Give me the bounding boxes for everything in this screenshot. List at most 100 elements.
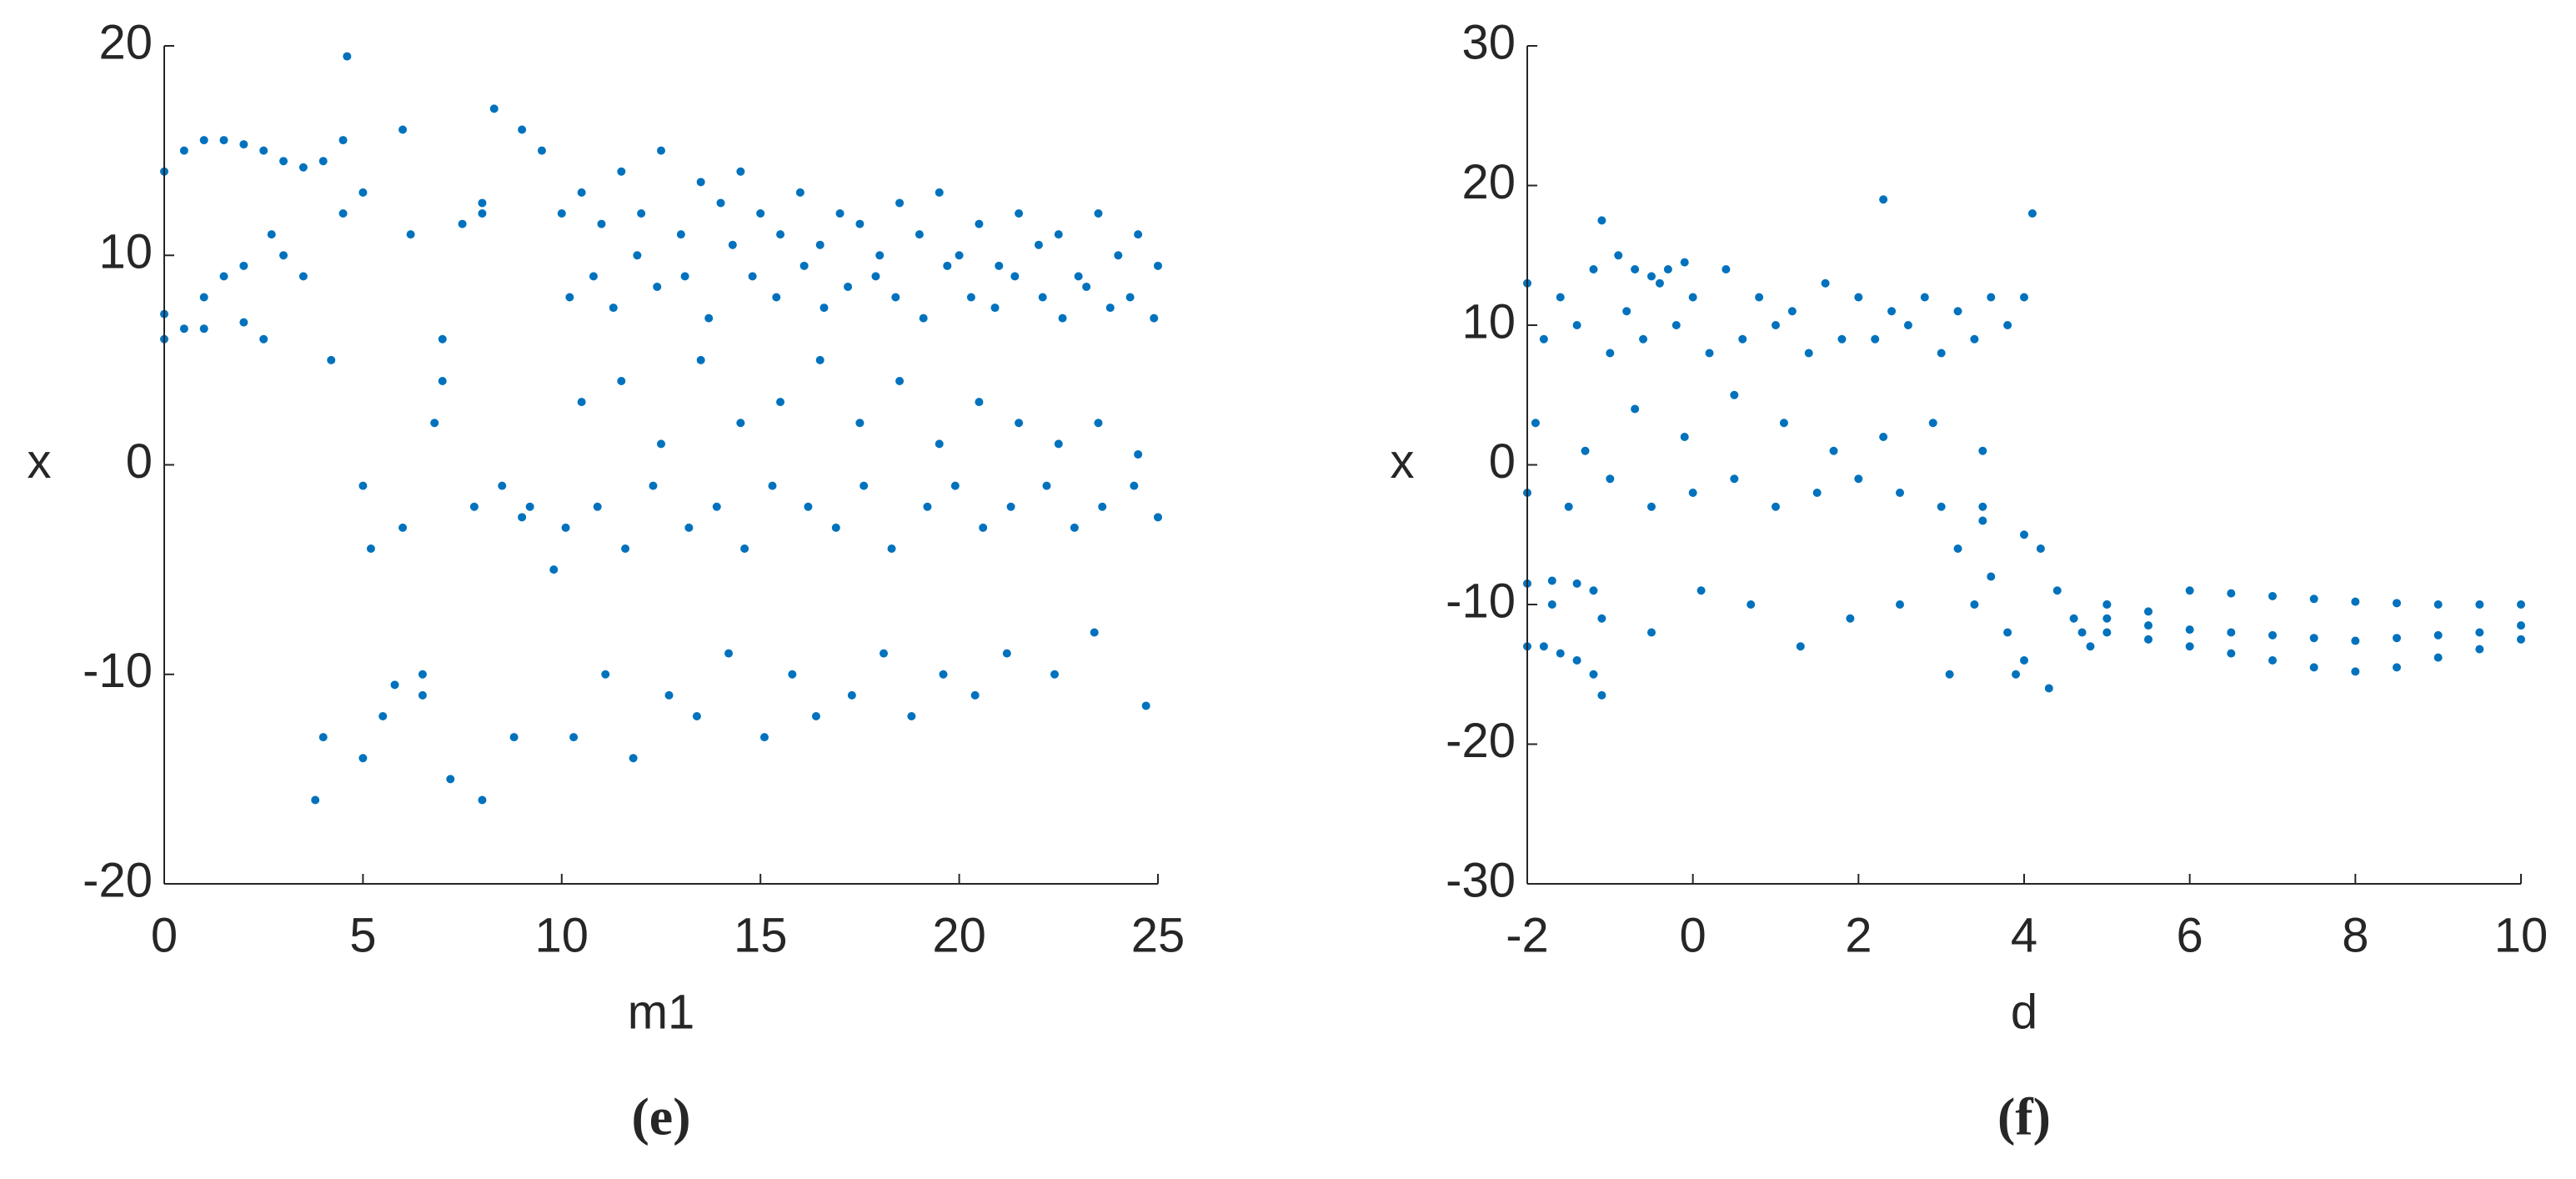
point <box>2102 600 2112 609</box>
point <box>1722 265 1731 273</box>
point <box>2069 614 2078 623</box>
point <box>855 419 865 428</box>
point <box>847 690 856 700</box>
point <box>418 670 427 679</box>
y-tick-label: 0 <box>1489 434 1516 489</box>
point <box>2475 645 2484 654</box>
point <box>915 230 924 239</box>
point <box>680 272 689 281</box>
point <box>199 136 208 145</box>
point <box>2517 621 2525 630</box>
point <box>2268 656 2277 665</box>
point <box>990 304 1000 313</box>
point <box>1154 513 1162 522</box>
point <box>1937 502 1946 511</box>
point <box>1564 502 1573 511</box>
point <box>1015 209 1024 218</box>
caption: (e) <box>631 1087 690 1146</box>
point <box>2268 630 2277 640</box>
point <box>633 251 642 260</box>
point <box>199 293 208 302</box>
point <box>759 733 769 742</box>
point <box>1953 307 1962 316</box>
point <box>1134 230 1143 239</box>
point <box>736 167 745 176</box>
point <box>975 219 984 228</box>
point <box>2185 586 2194 595</box>
point <box>2227 589 2236 598</box>
x-tick-label: 10 <box>2494 908 2548 962</box>
point <box>2102 614 2112 623</box>
point <box>390 680 399 690</box>
point <box>438 334 447 344</box>
point <box>819 304 829 313</box>
point <box>748 272 757 281</box>
point <box>939 670 948 679</box>
point <box>1945 670 1954 679</box>
point <box>756 209 765 218</box>
point <box>338 209 348 218</box>
point <box>2086 642 2095 651</box>
point <box>1655 278 1664 288</box>
point <box>358 754 368 763</box>
point <box>2475 600 2484 609</box>
point <box>1730 474 1739 484</box>
point <box>772 293 781 302</box>
point <box>950 481 960 490</box>
point <box>219 136 228 145</box>
point <box>557 209 566 218</box>
point <box>1547 600 1556 609</box>
point <box>776 398 785 407</box>
x-tick-label: 0 <box>1680 908 1706 962</box>
point <box>835 209 844 218</box>
point <box>844 282 853 291</box>
point <box>2268 591 2277 600</box>
point <box>239 261 248 270</box>
point <box>860 481 869 490</box>
point <box>1928 419 1937 428</box>
point <box>1547 576 1556 585</box>
x-tick-label: 6 <box>2177 908 2203 962</box>
point <box>955 251 964 260</box>
point <box>804 502 813 511</box>
point <box>1631 265 1640 273</box>
point <box>815 355 824 364</box>
point <box>179 146 188 155</box>
point <box>549 565 559 574</box>
point <box>259 334 268 344</box>
point <box>1589 265 1598 273</box>
point <box>1058 314 1067 323</box>
point <box>629 754 638 763</box>
point <box>2003 321 2012 329</box>
point <box>2185 642 2194 651</box>
point <box>179 324 188 334</box>
point <box>1589 586 1598 595</box>
point <box>2102 628 2112 637</box>
point <box>935 439 944 449</box>
point <box>1082 282 1091 291</box>
point <box>518 125 527 134</box>
point <box>637 209 646 218</box>
point <box>995 261 1004 270</box>
point <box>657 146 665 155</box>
point <box>676 230 685 239</box>
point <box>430 419 439 428</box>
point <box>1639 334 1648 344</box>
point <box>1696 586 1706 595</box>
x-tick-label: 25 <box>1131 908 1185 962</box>
point <box>1821 278 1830 288</box>
point <box>239 140 248 149</box>
point <box>2433 600 2443 609</box>
point <box>855 219 865 228</box>
point <box>875 251 885 260</box>
point <box>1937 349 1946 358</box>
point <box>895 198 905 208</box>
point <box>509 733 519 742</box>
point <box>1631 404 1640 414</box>
point <box>788 670 797 679</box>
point <box>776 230 785 239</box>
point <box>696 355 705 364</box>
y-tick-label: 30 <box>1461 15 1516 69</box>
point <box>935 188 944 197</box>
